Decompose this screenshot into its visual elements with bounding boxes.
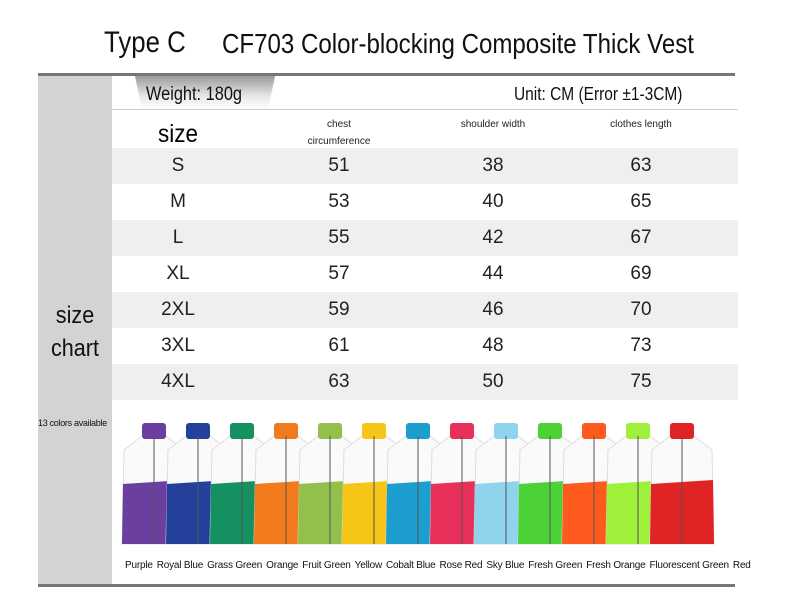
cell: 55 — [328, 227, 350, 248]
cell: 44 — [482, 263, 504, 284]
cell: 51 — [328, 155, 350, 176]
color-name: Sky Blue — [486, 560, 525, 571]
vest-part — [450, 423, 474, 439]
row-band — [112, 364, 738, 400]
colors-note: 13 colors available — [38, 418, 107, 428]
color-name: Royal Blue — [156, 560, 204, 571]
color-name: Cobalt Blue — [386, 560, 436, 571]
cell: 67 — [630, 227, 652, 248]
color-name: Purple — [125, 560, 153, 571]
color-name: Grass Green — [207, 560, 263, 571]
vest-part — [538, 423, 562, 439]
vest-part — [582, 423, 606, 439]
cell: 57 — [328, 263, 350, 284]
cell: L — [172, 227, 184, 248]
cell: 69 — [630, 263, 652, 284]
cell: 61 — [328, 335, 350, 356]
unit: Unit: CM (Error ±1-3CM) — [514, 84, 683, 104]
bottom-rule — [38, 584, 735, 587]
cell: S — [171, 155, 185, 176]
cell: 42 — [482, 227, 504, 248]
color-name: Orange — [266, 560, 299, 571]
color-name: Fluorescent Green — [649, 560, 730, 571]
cell: XL — [166, 263, 190, 284]
cell: 48 — [482, 335, 504, 356]
side-panel — [38, 76, 112, 584]
cell: M — [170, 191, 186, 212]
color-name: Yellow — [354, 560, 383, 571]
cell: 53 — [328, 191, 350, 212]
cell: 46 — [482, 299, 504, 320]
vest-part — [318, 423, 342, 439]
row-band — [112, 292, 738, 328]
column-header: clothes length — [610, 119, 672, 130]
cell: 59 — [328, 299, 350, 320]
title: CF703 Color-blocking Composite Thick Ves… — [222, 28, 695, 59]
rule — [112, 109, 738, 110]
side-label: chart — [50, 335, 100, 362]
top-rule — [38, 73, 735, 76]
vest-part — [670, 423, 694, 439]
side-label: size — [55, 302, 95, 329]
weight: Weight: 180g — [146, 84, 242, 105]
color-name: Fresh Green — [528, 560, 583, 571]
cell: 63 — [630, 155, 652, 176]
cell: 3XL — [161, 335, 195, 356]
row-band — [112, 148, 738, 184]
row-band — [112, 220, 738, 256]
vest-part — [626, 423, 650, 439]
column-header: chest circumference — [307, 119, 371, 147]
vest-part — [186, 423, 210, 439]
color-name: Rose Red — [439, 560, 483, 571]
cell: 75 — [630, 371, 652, 392]
vest-part — [142, 423, 166, 439]
vest-part — [230, 423, 254, 439]
cell: 2XL — [161, 299, 195, 320]
vest-part — [406, 423, 430, 439]
color-name: Red — [732, 560, 751, 571]
column-header: size — [157, 120, 199, 148]
cell: 63 — [328, 371, 350, 392]
weight-tab — [135, 76, 275, 110]
vest-part — [274, 423, 298, 439]
cell: 70 — [630, 299, 652, 320]
vest-part — [494, 423, 518, 439]
color-names: Purple Royal Blue Grass Green Orange Fruit G… — [125, 560, 755, 571]
cell: 73 — [630, 335, 652, 356]
column-header: shoulder width — [460, 119, 526, 130]
cell: 50 — [482, 371, 504, 392]
cell: 4XL — [161, 371, 195, 392]
color-name: Fruit Green — [302, 560, 351, 571]
cell: 65 — [630, 191, 652, 212]
vest-part — [362, 423, 386, 439]
cell: 38 — [482, 155, 504, 176]
vest-images — [121, 423, 715, 545]
cell: 40 — [482, 191, 504, 212]
type-label: Type C — [104, 26, 186, 59]
color-name: Fresh Orange — [586, 560, 646, 571]
